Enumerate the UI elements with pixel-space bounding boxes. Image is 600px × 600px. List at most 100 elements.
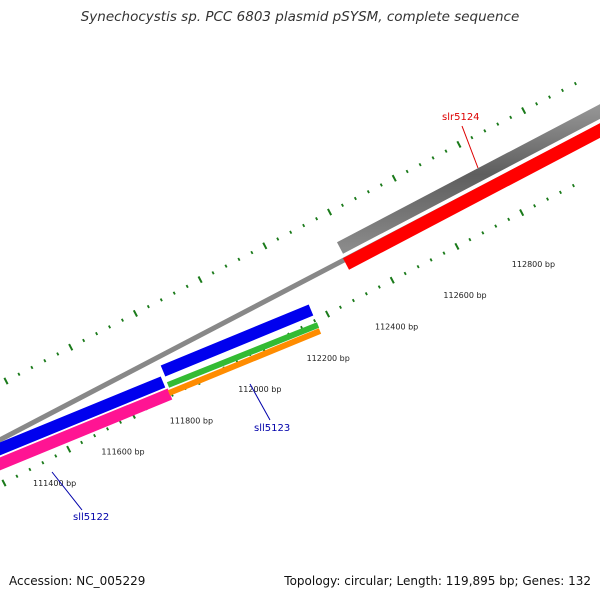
tick-mark: [429, 258, 433, 262]
tick-mark: [118, 420, 122, 424]
map-title: Synechocystis sp. PCC 6803 plasmid pSYSM…: [80, 9, 520, 25]
tick-mark: [454, 242, 460, 250]
tick-mark: [340, 203, 344, 207]
inner-tick-marks: [1, 183, 575, 487]
tick-label: 112000 bp: [238, 385, 281, 394]
tick-mark: [496, 122, 500, 126]
tick-label: 112400 bp: [375, 323, 418, 332]
tick-mark: [351, 298, 355, 303]
tick-mark: [470, 135, 474, 140]
gene-label-slr5124: slr5124: [442, 112, 480, 123]
tick-mark: [80, 440, 84, 445]
tick-mark: [418, 162, 422, 167]
tick-mark: [211, 271, 215, 275]
tick-mark: [389, 276, 395, 284]
tick-mark: [364, 291, 368, 296]
tick-label: 111800 bp: [170, 416, 213, 425]
tick-mark: [17, 372, 21, 376]
tick-mark: [533, 204, 537, 208]
tick-mark: [494, 224, 498, 228]
gene-leader-line: [51, 471, 83, 511]
tick-mark: [558, 190, 562, 195]
tick-mark: [379, 183, 383, 187]
accession-text: Accession: NC_005229: [9, 574, 146, 588]
tick-mark: [106, 427, 110, 431]
tick-mark: [315, 217, 319, 221]
tick-label: 111600 bp: [101, 448, 144, 457]
tick-mark: [262, 242, 268, 250]
gene-label-sll5123: sll5123: [254, 423, 290, 434]
tick-mark: [535, 102, 539, 106]
tick-mark: [456, 140, 462, 148]
sequence-backbone: [0, 123, 600, 443]
gene-label-sll5122: sll5122: [73, 512, 109, 523]
tick-mark: [56, 352, 60, 356]
tick-mark: [405, 169, 409, 174]
tick-mark: [54, 454, 58, 458]
tick-mark: [93, 433, 97, 438]
gene-bar-blue-left: [0, 376, 166, 456]
tick-mark: [519, 209, 525, 217]
tick-mark: [224, 264, 228, 268]
tick-mark: [483, 129, 487, 133]
tick-mark: [146, 304, 150, 309]
tick-mark: [82, 338, 86, 343]
tick-mark: [391, 174, 397, 182]
tick-mark: [1, 479, 7, 487]
gene-bar-sll5122: [0, 388, 173, 471]
tick-mark: [377, 285, 381, 289]
tick-mark: [276, 237, 280, 241]
tick-mark: [327, 208, 333, 216]
tick-mark: [132, 309, 138, 317]
tick-mark: [95, 331, 99, 336]
tick-mark: [468, 237, 472, 242]
tick-mark: [325, 310, 331, 318]
tick-mark: [444, 149, 448, 153]
gene-leader-line: [461, 125, 479, 169]
tick-mark: [442, 251, 446, 255]
outer-tick-marks: [3, 81, 577, 385]
tick-mark: [15, 474, 19, 478]
tick-mark: [289, 230, 293, 235]
tick-mark: [41, 460, 45, 465]
tick-mark: [507, 217, 511, 222]
tick-mark: [416, 264, 420, 269]
tick-mark: [197, 276, 203, 284]
tick-mark: [66, 445, 72, 453]
tick-mark: [28, 467, 32, 472]
tick-mark: [108, 325, 112, 329]
tick-label: 112800 bp: [512, 260, 555, 269]
tick-mark: [353, 196, 357, 201]
tick-mark: [237, 257, 241, 262]
tick-mark: [250, 250, 254, 255]
tick-mark: [30, 365, 34, 370]
tick-mark: [120, 318, 124, 322]
tick-mark: [302, 223, 306, 228]
tick-mark: [68, 343, 74, 351]
tick-mark: [159, 298, 163, 302]
tick-mark: [172, 291, 176, 295]
tick-mark: [431, 156, 435, 160]
tick-mark: [43, 358, 47, 363]
gene-bar-sll5123: [166, 322, 320, 388]
tick-mark: [313, 319, 317, 323]
gene-bar-orange: [167, 328, 322, 396]
tick-label: 112200 bp: [307, 354, 350, 363]
tick-mark: [403, 271, 407, 276]
tick-mark: [548, 95, 552, 99]
tick-mark: [509, 115, 513, 120]
tick-label: 112600 bp: [443, 291, 486, 300]
tick-mark: [521, 107, 527, 115]
tick-mark: [3, 377, 9, 385]
tick-mark: [560, 88, 564, 93]
tick-label: 111400 bp: [33, 479, 76, 488]
tick-mark: [481, 231, 485, 235]
gene-bar-slr5124: [342, 123, 600, 270]
gene-bar-blue-right: [160, 304, 314, 377]
tick-mark: [546, 197, 550, 201]
tick-mark: [185, 284, 189, 289]
tick-mark: [338, 305, 342, 309]
tick-mark: [573, 81, 577, 86]
topology-text: Topology: circular; Length: 119,895 bp; …: [284, 574, 591, 588]
